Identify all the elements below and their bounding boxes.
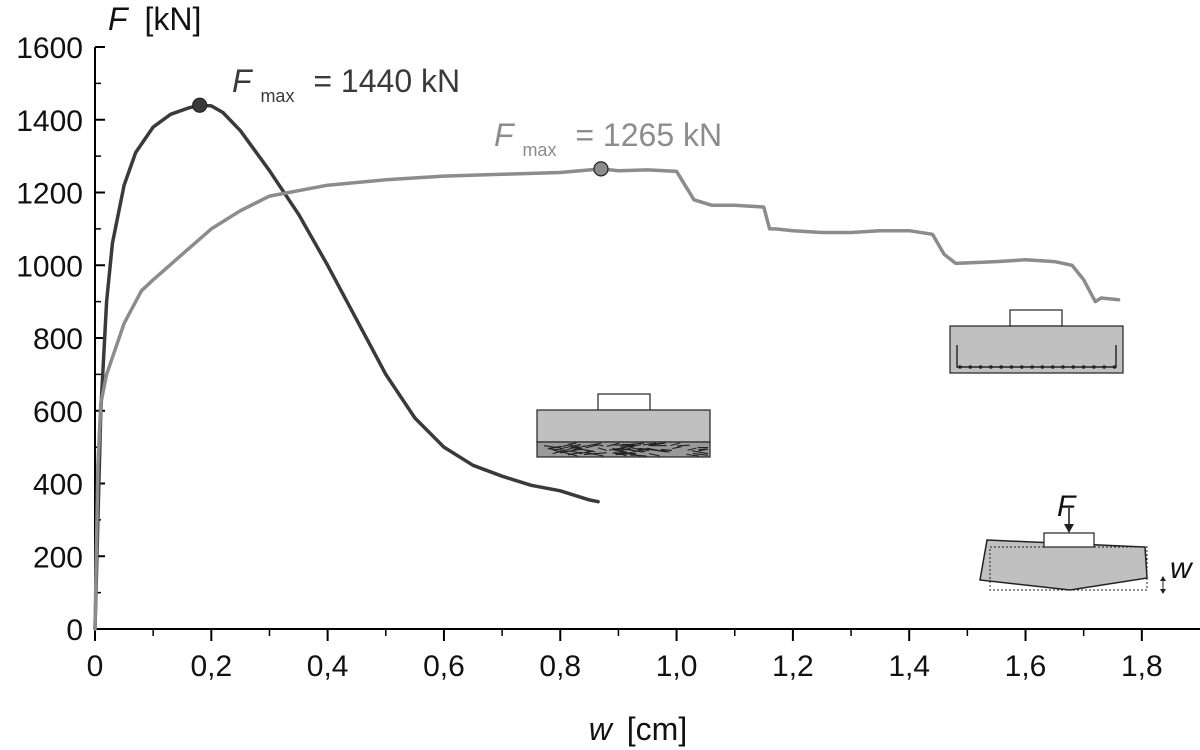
slab-with-fibres-icon xyxy=(536,393,711,458)
x-tick-label: 0,6 xyxy=(423,650,465,683)
light-annotation-symbol: F xyxy=(494,117,516,153)
dark-series-max-annotation: F max = 1440 kN xyxy=(232,63,460,109)
max-point-marker-0 xyxy=(192,97,208,113)
light-annotation-subscript: max xyxy=(522,140,556,160)
x-tick-label: 0,4 xyxy=(307,650,349,683)
y-tick-label: 1000 xyxy=(16,250,83,283)
series-line-1 xyxy=(93,167,1121,631)
y-tick-label: 200 xyxy=(33,541,83,574)
x-ticks: 0 0,2 0,4 0,6 0,8 1,0 1,2 1,4 1,6 1,8 xyxy=(87,629,1163,683)
y-axis-symbol: F xyxy=(108,1,130,37)
x-axis-title: w [cm] xyxy=(589,711,687,747)
light-series-max-annotation: F max = 1265 kN xyxy=(494,117,722,163)
x-tick-label: 1,6 xyxy=(1005,650,1047,683)
series-line-0 xyxy=(93,103,600,631)
y-ticks: 0 200 400 600 800 1000 1200 1400 1600 xyxy=(16,32,105,647)
y-axis-unit: [kN] xyxy=(144,1,201,37)
dark-annotation-subscript: max xyxy=(260,86,294,106)
loading-force-label: F xyxy=(1057,490,1077,523)
loaded-slab-icon: F w xyxy=(979,490,1194,594)
y-axis-title: F [kN] xyxy=(108,1,201,37)
x-tick-label: 0,8 xyxy=(539,650,581,683)
x-tick-label: 1,0 xyxy=(656,650,698,683)
dark-annotation-symbol: F xyxy=(232,63,254,99)
light-annotation-value: = 1265 kN xyxy=(575,117,722,153)
x-axis-unit: [cm] xyxy=(627,711,687,747)
dark-annotation-value: = 1440 kN xyxy=(313,63,460,99)
y-tick-label: 600 xyxy=(33,396,83,429)
y-tick-label: 800 xyxy=(33,323,83,356)
y-tick-label: 400 xyxy=(33,469,83,502)
loading-deflection-label: w xyxy=(1170,552,1194,585)
y-tick-label: 1400 xyxy=(16,105,83,138)
series-layer xyxy=(93,97,1121,631)
x-axis-symbol: w xyxy=(589,711,614,747)
y-tick-label: 0 xyxy=(66,614,83,647)
y-tick-label: 1200 xyxy=(16,178,83,211)
x-tick-label: 0,2 xyxy=(190,650,232,683)
x-tick-label: 0 xyxy=(87,650,104,683)
x-tick-label: 1,8 xyxy=(1121,650,1163,683)
x-tick-label: 1,2 xyxy=(772,650,814,683)
max-point-marker-1 xyxy=(593,161,609,177)
x-tick-label: 1,4 xyxy=(888,650,930,683)
y-tick-label: 1600 xyxy=(16,32,83,65)
slab-with-rebar-icon xyxy=(949,309,1124,374)
